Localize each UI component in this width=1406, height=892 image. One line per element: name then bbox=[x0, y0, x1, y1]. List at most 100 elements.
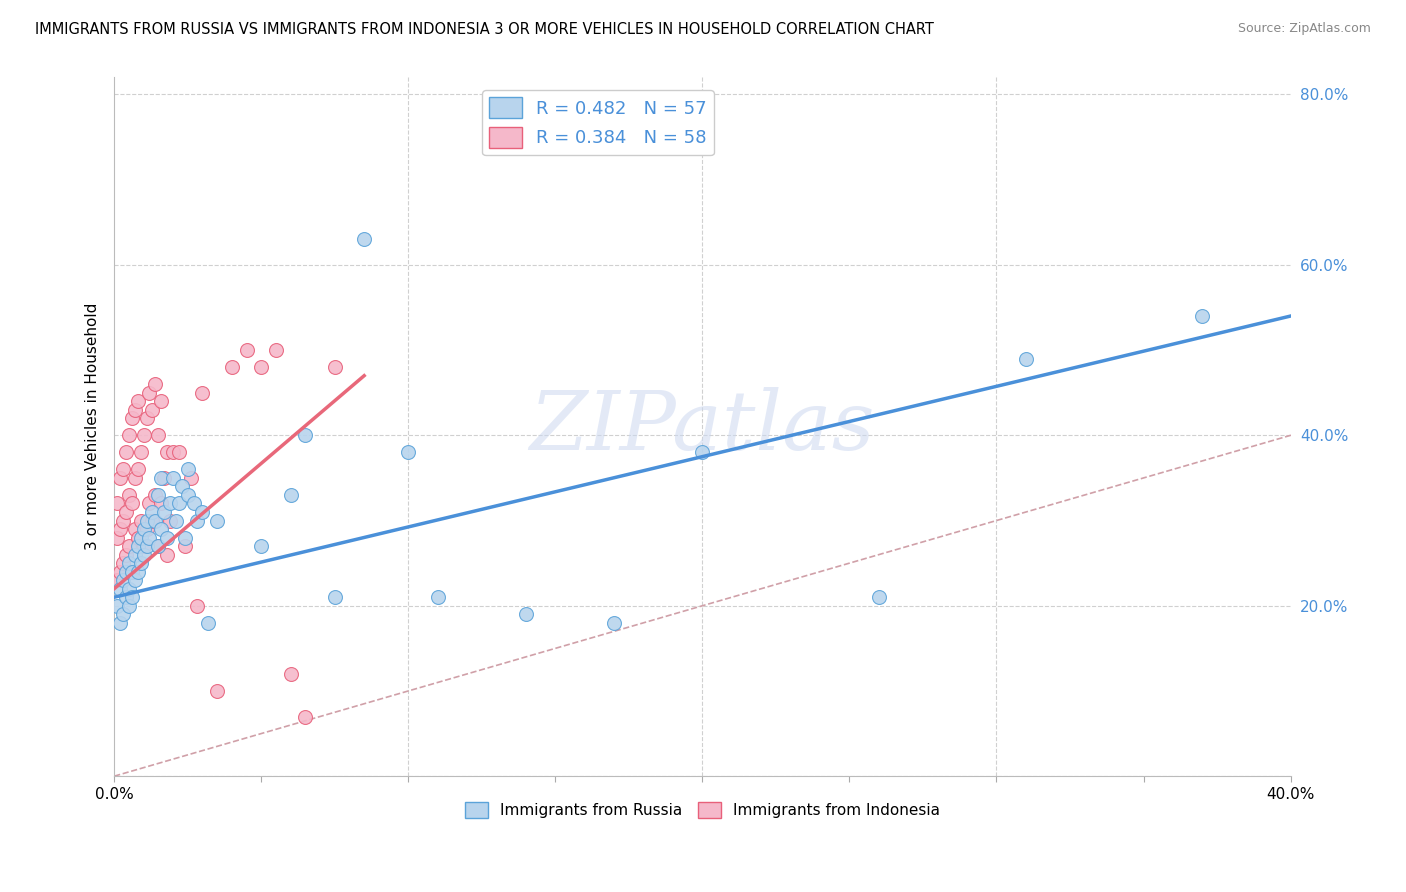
Point bbox=[221, 360, 243, 375]
Point bbox=[156, 445, 179, 459]
Point bbox=[692, 445, 714, 459]
Point bbox=[115, 548, 138, 562]
Point bbox=[105, 573, 128, 587]
Point bbox=[177, 488, 200, 502]
Point bbox=[127, 531, 149, 545]
Point bbox=[515, 607, 537, 622]
Point bbox=[603, 615, 626, 630]
Point bbox=[280, 488, 302, 502]
Point bbox=[135, 539, 157, 553]
Point bbox=[111, 607, 134, 622]
Point bbox=[138, 385, 160, 400]
Point bbox=[118, 556, 141, 570]
Point bbox=[108, 565, 131, 579]
Point bbox=[153, 471, 176, 485]
Point bbox=[124, 522, 146, 536]
Point bbox=[148, 428, 170, 442]
Point bbox=[145, 514, 167, 528]
Point bbox=[124, 548, 146, 562]
Point bbox=[153, 505, 176, 519]
Point bbox=[132, 539, 155, 553]
Point bbox=[162, 445, 184, 459]
Point bbox=[186, 514, 208, 528]
Point bbox=[108, 615, 131, 630]
Point bbox=[186, 599, 208, 613]
Point bbox=[129, 445, 152, 459]
Point bbox=[121, 565, 143, 579]
Point bbox=[138, 531, 160, 545]
Point bbox=[323, 591, 346, 605]
Point bbox=[323, 360, 346, 375]
Point bbox=[173, 539, 195, 553]
Point bbox=[115, 505, 138, 519]
Point bbox=[108, 471, 131, 485]
Point bbox=[148, 488, 170, 502]
Point bbox=[150, 394, 173, 409]
Point bbox=[111, 573, 134, 587]
Point bbox=[111, 462, 134, 476]
Point bbox=[111, 514, 134, 528]
Point bbox=[135, 522, 157, 536]
Point bbox=[159, 496, 181, 510]
Point bbox=[167, 445, 190, 459]
Point bbox=[148, 539, 170, 553]
Point bbox=[127, 539, 149, 553]
Point bbox=[129, 556, 152, 570]
Point bbox=[127, 462, 149, 476]
Point bbox=[148, 539, 170, 553]
Point bbox=[124, 573, 146, 587]
Point bbox=[205, 684, 228, 698]
Point bbox=[135, 514, 157, 528]
Point bbox=[127, 394, 149, 409]
Point bbox=[167, 496, 190, 510]
Point bbox=[118, 539, 141, 553]
Point bbox=[115, 591, 138, 605]
Point bbox=[127, 565, 149, 579]
Point bbox=[150, 522, 173, 536]
Point bbox=[121, 411, 143, 425]
Point bbox=[118, 428, 141, 442]
Point bbox=[132, 428, 155, 442]
Point bbox=[177, 462, 200, 476]
Point bbox=[191, 385, 214, 400]
Point bbox=[150, 471, 173, 485]
Point bbox=[105, 599, 128, 613]
Text: IMMIGRANTS FROM RUSSIA VS IMMIGRANTS FROM INDONESIA 3 OR MORE VEHICLES IN HOUSEH: IMMIGRANTS FROM RUSSIA VS IMMIGRANTS FRO… bbox=[35, 22, 934, 37]
Point bbox=[105, 496, 128, 510]
Point bbox=[132, 548, 155, 562]
Point bbox=[132, 522, 155, 536]
Point bbox=[353, 232, 375, 246]
Point bbox=[135, 411, 157, 425]
Point bbox=[121, 565, 143, 579]
Point bbox=[180, 471, 202, 485]
Point bbox=[159, 514, 181, 528]
Point bbox=[191, 505, 214, 519]
Point bbox=[264, 343, 287, 358]
Point bbox=[294, 709, 316, 723]
Point bbox=[426, 591, 449, 605]
Point bbox=[141, 402, 163, 417]
Point bbox=[124, 402, 146, 417]
Text: Source: ZipAtlas.com: Source: ZipAtlas.com bbox=[1237, 22, 1371, 36]
Point bbox=[183, 496, 205, 510]
Legend: Immigrants from Russia, Immigrants from Indonesia: Immigrants from Russia, Immigrants from … bbox=[458, 797, 946, 824]
Point bbox=[129, 531, 152, 545]
Point bbox=[115, 565, 138, 579]
Point bbox=[156, 548, 179, 562]
Point bbox=[121, 591, 143, 605]
Point bbox=[105, 531, 128, 545]
Point bbox=[280, 667, 302, 681]
Y-axis label: 3 or more Vehicles in Household: 3 or more Vehicles in Household bbox=[86, 303, 100, 550]
Point bbox=[170, 479, 193, 493]
Point bbox=[205, 514, 228, 528]
Point bbox=[124, 471, 146, 485]
Point bbox=[141, 505, 163, 519]
Point bbox=[108, 582, 131, 596]
Point bbox=[162, 471, 184, 485]
Point bbox=[396, 445, 419, 459]
Point bbox=[115, 445, 138, 459]
Point bbox=[141, 514, 163, 528]
Point bbox=[118, 599, 141, 613]
Text: ZIPatlas: ZIPatlas bbox=[530, 387, 875, 467]
Point bbox=[250, 360, 273, 375]
